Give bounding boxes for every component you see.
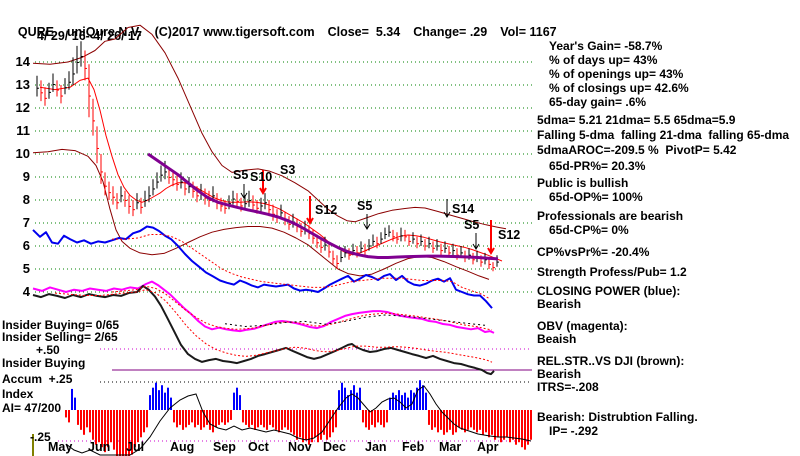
series-closing-power [32,225,493,309]
stats-panel-line: 65d-PR%= 20.3% [549,159,646,173]
left-axis-label: Insider Buying [2,356,86,370]
series-lower-band [32,148,490,280]
sell-signal-label: S3 [280,163,296,177]
stats-panel-line: REL.STR..VS DJI (brown): [537,354,685,368]
stats-panel-line: Bearish: Distrubtion Falling. [537,410,698,424]
stats-panel-line: % of closings up= 42.6% [549,81,689,95]
stats-panel-line: Beaish [537,332,577,346]
stats-panel-line: % of openings up= 43% [549,67,684,81]
series-65-dma [147,152,499,261]
month-label: May [48,440,73,454]
stats-panel-line: CP%vsPr%= -20.4% [537,245,650,259]
ticker-symbol: QURE [17,25,55,39]
left-axis-label: Insider Buying= 0/65 [2,318,120,332]
y-axis-label: 5 [22,261,30,276]
y-axis-label: 12 [15,100,30,115]
stats-panel-line: Bearish [537,297,582,311]
month-label: Oct [248,440,269,454]
left-axis-label: Insider Selling= 2/65 [2,330,118,344]
month-label: Feb [402,440,425,454]
sell-signal-label: S5 [357,199,373,213]
stats-panel-line: Professionals are bearish [537,209,684,223]
series-obv-ma-black [224,314,486,327]
stats-panel-line: Bearish [537,367,582,381]
stats-panel-line: 5dmaAROC=-209.5 % PivotP= 5.42 [537,143,737,157]
sell-signal-label: S5 [464,218,480,232]
stats-panel-line: OBV (magenta): [537,319,628,333]
stats-panel-line: % of days up= 43% [549,53,658,67]
sell-signal-label: S12 [498,228,521,242]
sell-signal-label: S10 [250,170,273,184]
month-label: Jan [365,440,387,454]
series-upper-band [32,24,507,230]
month-label: Apr [477,440,499,454]
left-axis-label: Index [2,387,34,401]
y-axis-label: 10 [15,146,30,161]
y-axis-label: 8 [22,192,30,207]
stats-panel-line: Public is bullish [537,176,629,190]
stats-panel-line: 65d-CP%= 0% [549,223,629,237]
month-label: Mar [439,440,462,454]
change-value: Change= .29 [413,25,488,39]
y-axis-label: 6 [22,238,30,253]
series-rel-str [32,285,495,376]
sell-signal-label: S12 [315,203,338,217]
stats-panel-line: 65d-OP%= 100% [549,190,643,204]
sell-signal-label: S5 [233,168,249,182]
month-label: Nov [288,440,312,454]
left-axis-label: AI= 47/200 [2,401,62,415]
series-cp-ma [112,234,491,300]
left-axis-label: -.25 [30,430,51,444]
date-range: 4/ 29/ 16- 4/ 26/ 17 [37,29,142,43]
y-axis-label: 13 [15,77,30,92]
volume-value: Vol= 1167 [500,25,557,39]
stats-panel-line: IP= -.292 [549,424,599,438]
y-axis-label: 14 [15,54,30,69]
y-axis-label: 7 [22,215,30,230]
chart-header: QURE uniQure N.V. (C)2017 www.tigersoft.co… [4,11,570,53]
stats-panel-line: Year's Gain= -58.7% [549,39,663,53]
month-label: Dec [323,440,346,454]
stats-panel-line: CLOSING POWER (blue): [537,284,681,298]
copyright-url: (C)2017 www.tigersoft.com [154,25,315,39]
series-rs-ma [54,289,493,363]
stats-panel-line: 65-day gain= .6% [549,95,647,109]
y-axis-label: 11 [16,123,30,138]
month-label: Sep [213,440,236,454]
left-axis-label: Accum +.25 [2,372,73,386]
month-label: Aug [170,440,195,454]
month-label: Jun [88,440,111,454]
left-axis-label: +.50 [36,343,60,357]
y-axis-label: 9 [22,169,30,184]
series-obv-ma [111,285,493,331]
company-name: uniQure N.V. [67,25,142,39]
series-obv [32,280,495,334]
y-axis-label: 4 [22,284,30,299]
stats-panel-line: Falling 5-dma falling 21-dma falling 65-… [537,128,790,142]
stats-panel-line: ITRS=-.208 [537,380,599,394]
stats-panel-line: Strength Profess/Pub= 1.2 [537,265,687,279]
stats-panel-line: 5dma= 5.21 21dma= 5.5 65dma=5.9 [537,113,736,127]
sell-signal-label: S14 [452,202,475,216]
close-value: Close= 5.34 [327,25,401,39]
month-label: Jul [126,440,145,454]
